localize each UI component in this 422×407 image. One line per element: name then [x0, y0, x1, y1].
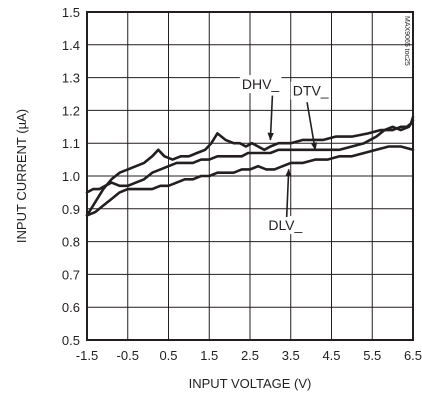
- figure-id-watermark: MAX9065 toc25: [403, 16, 410, 66]
- y-axis-title: INPUT CURRENT (µA): [14, 109, 29, 243]
- y-tick-label: 1.2: [62, 103, 80, 118]
- x-tick-label: 4.5: [322, 348, 340, 363]
- x-tick-label: 1.5: [200, 348, 218, 363]
- y-tick-label: 1.0: [62, 169, 80, 184]
- grid: [86, 11, 414, 341]
- y-tick-label: 1.5: [62, 5, 80, 20]
- series-line-dhv: [85, 115, 415, 217]
- y-tick-label: 0.8: [62, 235, 80, 250]
- x-tick-label: -0.5: [117, 348, 139, 363]
- x-tick-label: 5.5: [363, 348, 381, 363]
- x-axis-title: INPUT VOLTAGE (V): [189, 376, 312, 391]
- annotation-label-background: [239, 75, 282, 94]
- x-tick-label: 0.5: [159, 348, 177, 363]
- y-tick-labels: 0.5 0.6 0.7 0.8 0.9 1.0 1.1 1.2 1.3 1.4 1.5: [62, 5, 80, 348]
- y-tick-label: 1.3: [62, 71, 80, 86]
- annotation-label-dlv: DLV_: [268, 217, 302, 233]
- annotation-arrow: [285, 168, 292, 218]
- series-line-dlv: [85, 145, 415, 217]
- y-tick-label: 0.5: [62, 333, 80, 348]
- annotation-label-dhv: DHV_: [242, 76, 280, 92]
- annotation-label-background: [266, 216, 305, 235]
- y-tick-label: 0.6: [62, 300, 80, 315]
- annotation-arrow: [267, 95, 274, 141]
- plot-frame: [86, 11, 414, 341]
- x-tick-label: 6.5: [404, 348, 422, 363]
- y-tick-label: 0.9: [62, 202, 80, 217]
- x-tick-label: -1.5: [76, 348, 98, 363]
- annotation-label-background: [290, 81, 331, 100]
- x-tick-label: 2.5: [241, 348, 259, 363]
- annotations: DHV_ DTV_ DLV_: [239, 75, 331, 235]
- x-tick-labels: -1.5 -0.5 0.5 1.5 2.5 3.5 4.5 5.5 6.5: [76, 348, 422, 363]
- series-lines: [85, 115, 415, 217]
- series-line-dtv: [85, 118, 415, 194]
- annotation-arrow: [306, 102, 318, 151]
- y-tick-label: 1.1: [62, 136, 80, 151]
- x-tick-label: 3.5: [282, 348, 300, 363]
- y-tick-label: 1.4: [62, 38, 80, 53]
- annotation-label-dtv: DTV_: [293, 83, 329, 99]
- y-tick-label: 0.7: [62, 267, 80, 282]
